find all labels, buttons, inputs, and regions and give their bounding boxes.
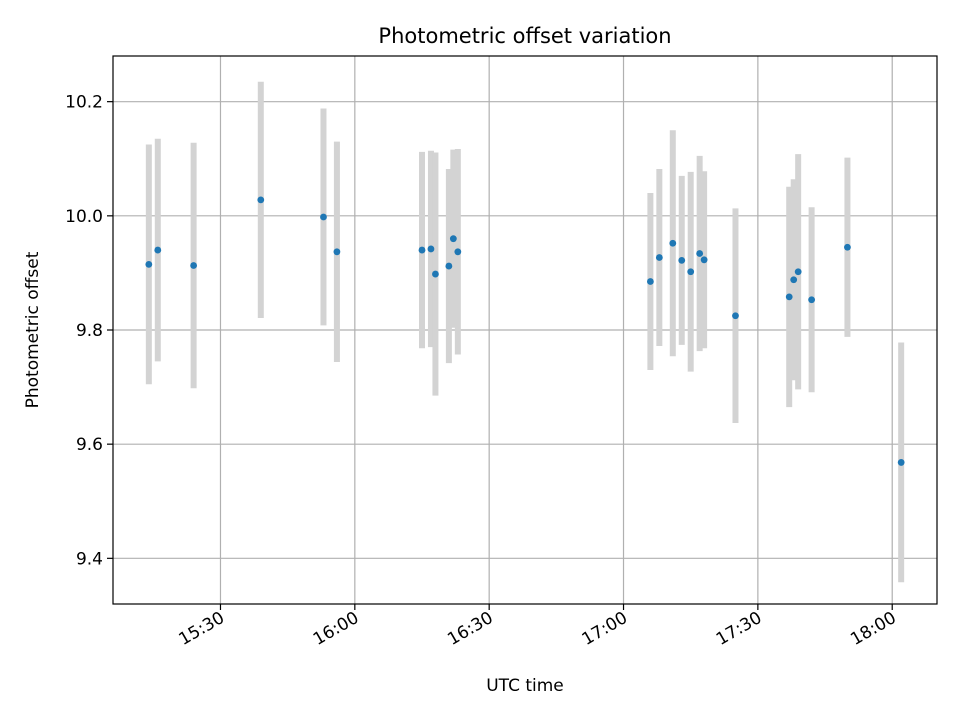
y-tick-label: 9.8 — [76, 321, 103, 341]
data-point — [257, 196, 265, 204]
data-point — [808, 296, 816, 304]
data-point — [190, 262, 198, 269]
data-point — [445, 262, 453, 270]
y-tick-label: 10.2 — [65, 93, 103, 113]
data-point — [418, 246, 426, 254]
x-axis-title: UTC time — [486, 676, 564, 696]
data-point — [687, 268, 695, 276]
data-point — [669, 239, 677, 247]
chart-title: Photometric offset variation — [378, 24, 671, 48]
data-points — [145, 196, 905, 466]
data-point — [655, 254, 663, 261]
data-point — [154, 246, 162, 254]
data-point — [454, 248, 462, 256]
y-tick-label: 9.4 — [76, 549, 103, 569]
data-point — [646, 278, 654, 285]
data-point — [897, 459, 905, 466]
data-point — [700, 256, 708, 264]
data-point — [145, 260, 153, 268]
y-axis: 9.4 9.6 9.8 10.0 10.2 — [65, 93, 113, 569]
data-point — [790, 276, 798, 284]
data-point — [794, 268, 802, 276]
y-axis-title: Photometric offset — [23, 251, 43, 408]
data-point — [678, 256, 686, 264]
data-point — [320, 213, 327, 221]
y-tick-label: 9.6 — [76, 435, 103, 455]
data-point — [449, 235, 457, 243]
y-tick-label: 10.0 — [65, 207, 103, 227]
data-point — [785, 293, 793, 301]
data-point — [333, 248, 341, 256]
data-point — [696, 250, 704, 257]
data-point — [432, 270, 439, 278]
data-point — [844, 243, 851, 251]
data-point — [427, 245, 435, 253]
data-point — [732, 312, 739, 320]
